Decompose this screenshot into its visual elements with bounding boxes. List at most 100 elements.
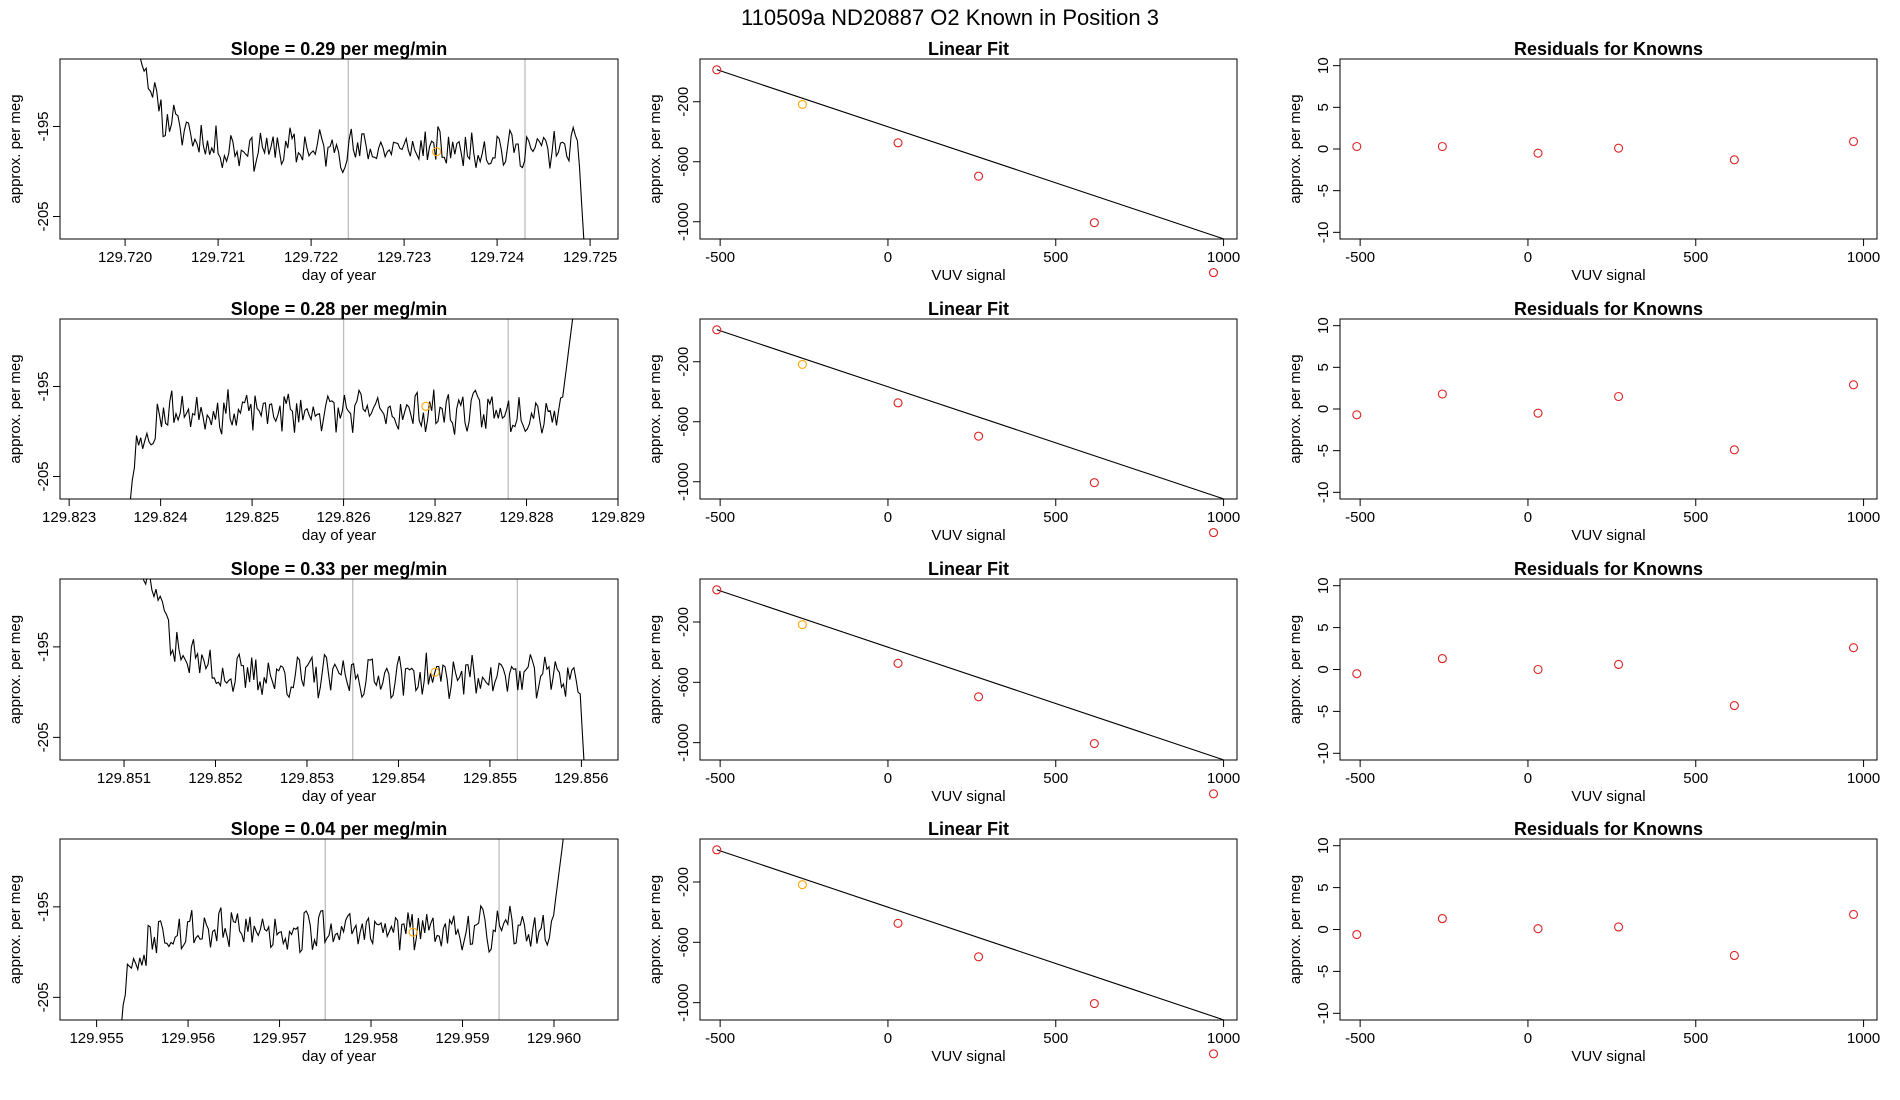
x-tick-label: -500 xyxy=(1345,1030,1375,1047)
plot-data xyxy=(1352,136,1859,165)
x-axis-label: VUV signal xyxy=(1571,1048,1645,1065)
residual-point xyxy=(1848,136,1859,147)
x-tick-label: 500 xyxy=(1043,770,1068,787)
panels: Slope = 0.29 per meg/min 129.720 129.721 12… xyxy=(7,39,1880,1065)
y-tick-label: -600 xyxy=(675,927,692,957)
y-axis-label: approx. per meg xyxy=(1287,94,1304,203)
x-tick-label: 129.957 xyxy=(252,1030,306,1047)
data-point xyxy=(1089,478,1099,488)
x-tick-label: 129.725 xyxy=(563,249,617,266)
x-tick-label: 129.856 xyxy=(554,770,608,787)
residual-point xyxy=(1614,922,1624,932)
x-axis-label: day of year xyxy=(302,267,376,284)
y-tick-label: -200 xyxy=(675,867,692,897)
x-tick-label: 129.960 xyxy=(527,1030,581,1047)
timeseries-panel-1: Slope = 0.29 per meg/min 129.720 129.721 12… xyxy=(7,39,619,284)
residual-point xyxy=(1352,929,1362,940)
panel-title: Linear Fit xyxy=(928,559,1009,579)
x-axis-label: VUV signal xyxy=(1571,267,1645,284)
panel-title: Linear Fit xyxy=(928,39,1009,59)
residual-point xyxy=(1533,664,1543,675)
linfit-panel-2: Linear Fit -500 0 500 1000 VUV signal -200 -600… xyxy=(647,299,1240,544)
plot-data xyxy=(1352,380,1859,455)
plot-data xyxy=(716,849,1224,1020)
plot-frame xyxy=(1339,838,1878,1021)
x-tick-label: 1000 xyxy=(1207,509,1240,526)
y-tick-label: -195 xyxy=(35,371,52,401)
x-tick-label: 0 xyxy=(884,770,892,787)
y-tick-label: -200 xyxy=(675,347,692,377)
x-tick-label: 129.959 xyxy=(435,1030,489,1047)
x-axis-label: VUV signal xyxy=(1571,527,1645,544)
x-tick-label: -500 xyxy=(705,770,735,787)
y-tick-label: -600 xyxy=(675,147,692,177)
data-point xyxy=(797,359,807,370)
x-tick-label: 129.828 xyxy=(499,509,553,526)
y-tick-label: -10 xyxy=(1315,1002,1332,1024)
y-tick-label: -205 xyxy=(35,201,52,231)
residual-point xyxy=(1848,380,1859,390)
y-tick-label: 5 xyxy=(1315,623,1332,631)
fit-line xyxy=(716,849,1224,1020)
y-axis-label: approx. per meg xyxy=(647,94,664,203)
x-tick-label: 129.852 xyxy=(188,770,242,787)
y-tick-label: -5 xyxy=(1315,184,1332,197)
x-tick-label: 129.851 xyxy=(97,770,151,787)
y-axis-label: approx. per meg xyxy=(647,875,664,984)
data-point xyxy=(1208,1049,1219,1059)
y-axis-label: approx. per meg xyxy=(7,875,24,984)
x-tick-label: 1000 xyxy=(1207,249,1240,266)
residual-point xyxy=(1437,654,1447,664)
x-tick-label: 500 xyxy=(1683,509,1708,526)
residual-point xyxy=(1533,408,1543,418)
plot-frame xyxy=(1339,58,1878,240)
residual-point xyxy=(1352,669,1362,679)
data-point xyxy=(893,658,903,668)
plot-frame xyxy=(59,838,619,1021)
x-axis-label: VUV signal xyxy=(931,1048,1005,1065)
x-tick-label: 129.721 xyxy=(191,249,245,266)
data-point xyxy=(797,99,807,109)
x-axis-label: day of year xyxy=(302,1048,376,1065)
x-tick-label: 1000 xyxy=(1207,1030,1240,1047)
data-point xyxy=(712,65,722,75)
plot-data xyxy=(716,589,1224,760)
residual-point xyxy=(1437,389,1447,399)
x-tick-label: 129.829 xyxy=(591,509,645,526)
x-tick-label: 129.956 xyxy=(161,1030,215,1047)
x-axis-label: day of year xyxy=(302,527,376,544)
plot-frame xyxy=(59,578,619,761)
x-tick-label: 0 xyxy=(884,1030,892,1047)
x-tick-label: 129.720 xyxy=(98,249,152,266)
y-tick-label: 10 xyxy=(1315,317,1332,334)
y-tick-label: -195 xyxy=(35,632,52,662)
x-tick-label: 129.958 xyxy=(344,1030,398,1047)
plot-data xyxy=(1352,643,1859,711)
x-tick-label: 500 xyxy=(1043,509,1068,526)
sample-point-marker xyxy=(432,147,442,157)
y-tick-label: -195 xyxy=(35,111,52,141)
residual-point xyxy=(1614,391,1624,402)
x-tick-label: 500 xyxy=(1043,1030,1068,1047)
x-tick-label: 129.853 xyxy=(280,770,334,787)
residual-point xyxy=(1848,909,1859,919)
plot-data xyxy=(129,319,574,499)
x-tick-label: 129.722 xyxy=(284,249,338,266)
x-tick-label: 500 xyxy=(1043,249,1068,266)
signal-trace xyxy=(121,839,564,1020)
residuals-panel-2: Residuals for Knowns -500 0 500 1000 VUV sign… xyxy=(1287,299,1880,544)
linfit-panel-1: Linear Fit -500 0 500 1000 VUV signal -200 -600… xyxy=(647,39,1240,284)
x-tick-label: -500 xyxy=(1345,249,1375,266)
y-axis-label: approx. per meg xyxy=(647,354,664,463)
panel-title: Slope = 0.28 per meg/min xyxy=(231,299,448,319)
fit-line xyxy=(716,589,1224,760)
x-tick-label: 129.724 xyxy=(470,249,524,266)
plot-data xyxy=(121,839,564,1020)
x-tick-label: 129.827 xyxy=(408,509,462,526)
y-tick-label: 0 xyxy=(1315,925,1332,933)
timeseries-panel-3: Slope = 0.33 per meg/min 129.851 129.852 12… xyxy=(7,559,619,805)
data-point xyxy=(974,431,984,441)
x-tick-label: 1000 xyxy=(1847,509,1880,526)
plot-frame xyxy=(59,318,619,500)
data-point xyxy=(974,692,984,702)
